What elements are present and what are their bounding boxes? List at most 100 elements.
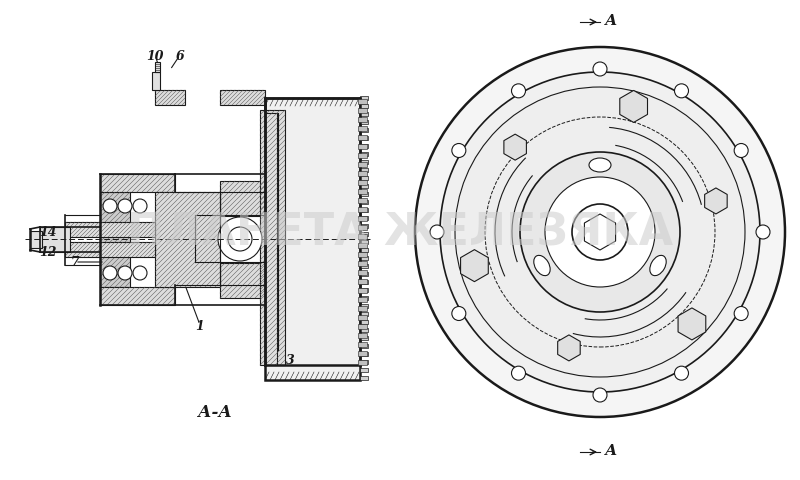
Bar bbox=[360, 153, 368, 156]
Bar bbox=[360, 368, 368, 372]
Circle shape bbox=[103, 266, 117, 280]
Bar bbox=[360, 264, 368, 268]
Polygon shape bbox=[504, 135, 526, 161]
Polygon shape bbox=[705, 189, 727, 215]
Bar bbox=[358, 190, 367, 194]
Bar bbox=[358, 118, 367, 123]
Bar bbox=[100, 192, 130, 288]
Bar bbox=[358, 180, 367, 186]
Bar bbox=[358, 243, 367, 249]
Bar bbox=[358, 342, 367, 347]
Bar bbox=[360, 201, 368, 204]
Circle shape bbox=[430, 226, 444, 240]
Circle shape bbox=[511, 84, 526, 98]
Bar bbox=[360, 376, 368, 380]
Circle shape bbox=[572, 204, 628, 261]
Text: 1: 1 bbox=[196, 319, 204, 332]
Bar bbox=[358, 144, 367, 150]
Bar bbox=[155, 91, 185, 106]
Bar bbox=[152, 73, 160, 91]
Bar bbox=[360, 320, 368, 324]
Bar bbox=[358, 154, 367, 159]
Bar bbox=[358, 333, 367, 338]
Ellipse shape bbox=[650, 256, 666, 276]
Text: А: А bbox=[605, 14, 618, 28]
Circle shape bbox=[734, 144, 748, 158]
Bar bbox=[358, 199, 367, 204]
Bar bbox=[65, 242, 155, 257]
Text: 3: 3 bbox=[286, 354, 294, 367]
Circle shape bbox=[511, 366, 526, 380]
Bar bbox=[155, 63, 160, 73]
Bar bbox=[358, 163, 367, 168]
Circle shape bbox=[118, 266, 132, 280]
Bar bbox=[360, 177, 368, 180]
Polygon shape bbox=[461, 250, 488, 282]
Bar bbox=[220, 181, 265, 216]
Circle shape bbox=[674, 366, 689, 380]
Circle shape bbox=[756, 226, 770, 240]
Text: 7: 7 bbox=[70, 256, 79, 269]
Bar bbox=[360, 249, 368, 252]
Circle shape bbox=[118, 200, 132, 214]
Bar bbox=[30, 231, 42, 249]
Circle shape bbox=[228, 228, 252, 252]
Bar bbox=[360, 185, 368, 189]
Bar bbox=[358, 172, 367, 177]
Bar bbox=[360, 273, 368, 276]
Bar bbox=[358, 136, 367, 141]
Bar bbox=[360, 121, 368, 125]
Circle shape bbox=[103, 200, 117, 214]
Bar bbox=[360, 328, 368, 332]
Bar bbox=[358, 306, 367, 312]
Bar bbox=[360, 360, 368, 364]
Circle shape bbox=[593, 63, 607, 77]
Bar bbox=[358, 262, 367, 266]
Ellipse shape bbox=[534, 256, 550, 276]
Bar bbox=[100, 175, 175, 192]
Bar bbox=[358, 216, 367, 222]
Text: 14: 14 bbox=[39, 226, 57, 239]
Bar bbox=[358, 100, 367, 105]
Circle shape bbox=[455, 88, 745, 377]
Bar bbox=[358, 315, 367, 320]
Bar bbox=[360, 312, 368, 316]
Bar bbox=[360, 352, 368, 356]
Bar bbox=[360, 216, 368, 220]
Bar bbox=[360, 209, 368, 213]
Circle shape bbox=[133, 200, 147, 214]
Bar bbox=[360, 240, 368, 244]
Bar bbox=[358, 288, 367, 293]
Circle shape bbox=[452, 307, 466, 321]
Circle shape bbox=[133, 266, 147, 280]
Circle shape bbox=[734, 307, 748, 321]
Bar bbox=[360, 256, 368, 261]
Bar bbox=[260, 111, 285, 365]
Bar bbox=[155, 192, 220, 288]
Ellipse shape bbox=[589, 159, 611, 173]
Bar bbox=[360, 192, 368, 197]
Polygon shape bbox=[558, 335, 580, 361]
Bar bbox=[220, 264, 265, 299]
Bar bbox=[40, 228, 70, 252]
Polygon shape bbox=[585, 215, 615, 251]
Text: А-А: А-А bbox=[198, 404, 232, 420]
Bar bbox=[360, 105, 368, 109]
Circle shape bbox=[593, 388, 607, 402]
Text: 10: 10 bbox=[146, 49, 164, 62]
Circle shape bbox=[520, 153, 680, 312]
Bar bbox=[360, 280, 368, 285]
Polygon shape bbox=[678, 308, 706, 340]
Bar bbox=[360, 161, 368, 165]
Bar bbox=[358, 127, 367, 132]
Polygon shape bbox=[620, 91, 647, 123]
Bar bbox=[358, 279, 367, 285]
Bar bbox=[358, 252, 367, 257]
Bar bbox=[265, 114, 277, 365]
Bar bbox=[360, 168, 368, 173]
Bar bbox=[358, 235, 367, 240]
Circle shape bbox=[452, 144, 466, 158]
Bar bbox=[360, 97, 368, 101]
Bar bbox=[360, 336, 368, 340]
Bar bbox=[220, 91, 265, 106]
